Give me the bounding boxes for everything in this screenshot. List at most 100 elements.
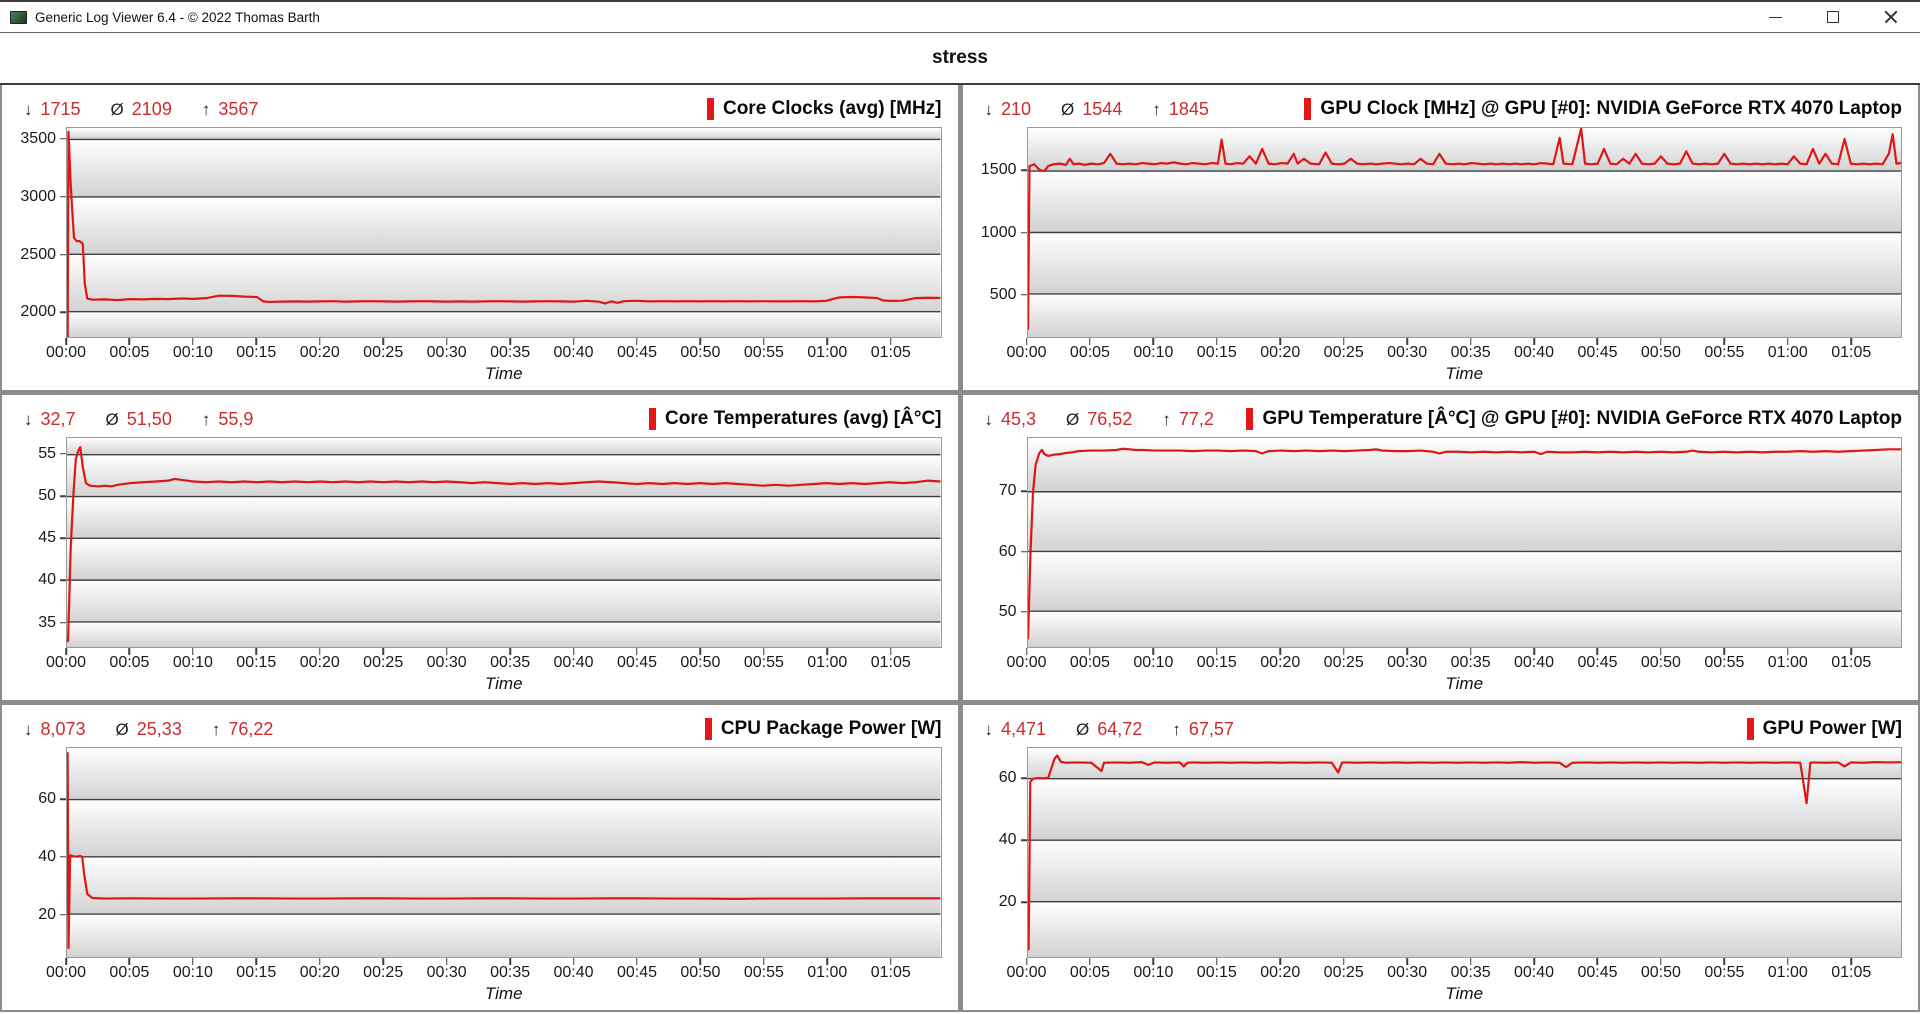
- page-title: stress: [932, 47, 988, 68]
- y-tick-label: 60: [38, 790, 56, 808]
- x-tick-mark: [1152, 958, 1155, 965]
- x-tick-mark: [1025, 648, 1028, 655]
- stat-min-value: 45,3: [1001, 408, 1037, 429]
- x-tick-label: 00:10: [1133, 964, 1174, 981]
- y-tick-label: 70: [998, 482, 1017, 500]
- window-titlebar[interactable]: Generic Log Viewer 6.4 - © 2022 Thomas B…: [0, 0, 1920, 33]
- stat-max: ↑ 1845: [1152, 99, 1209, 120]
- x-tick-mark: [1279, 648, 1282, 655]
- stat-avg: Ø 1544: [1061, 99, 1122, 120]
- x-tick-mark: [1596, 338, 1599, 345]
- chart-title-row: GPU Temperature [Â°C] @ GPU [#0]: NVIDIA…: [1246, 408, 1902, 430]
- x-tick-label: 01:00: [807, 964, 848, 981]
- min-arrow-icon: ↓: [24, 719, 33, 739]
- x-tick-mark: [1723, 338, 1726, 345]
- y-axis: 500 1000 1500: [975, 127, 1027, 338]
- chart-title: GPU Temperature [Â°C] @ GPU [#0]: NVIDIA…: [1262, 408, 1902, 429]
- x-tick-label: 01:00: [1767, 654, 1808, 671]
- y-tick-label: 2500: [20, 245, 56, 263]
- x-tick-label: 00:15: [236, 344, 277, 361]
- stats-row: ↓ 45,3 Ø 76,52 ↑ 77,2: [975, 409, 1214, 430]
- x-tick-label: 01:05: [1831, 654, 1872, 671]
- x-axis: 00:00 00:05 00:10 00:15 00:20 00:25 00:30 00:35…: [46, 958, 942, 984]
- x-axis: 00:00 00:05 00:10 00:15 00:20 00:25 00:30 00:35…: [46, 338, 942, 364]
- x-tick-mark: [1787, 338, 1789, 345]
- x-tick-label: 00:20: [1260, 654, 1301, 671]
- plot-row: 2000 2500 3000 3500: [14, 127, 942, 338]
- plot-area[interactable]: [1026, 127, 1902, 338]
- x-tick-label: 00:35: [490, 654, 531, 671]
- chart-title: Core Clocks (avg) [MHz]: [722, 98, 942, 119]
- x-tick-mark: [1089, 958, 1091, 965]
- stats-row: ↓ 210 Ø 1544 ↑ 1845: [975, 99, 1209, 120]
- maximize-button[interactable]: [1804, 2, 1862, 32]
- x-axis-label: Time: [484, 984, 523, 1003]
- x-tick-mark: [636, 338, 638, 345]
- stat-min-value: 1715: [40, 98, 81, 119]
- x-tick-label: 01:05: [1831, 964, 1872, 981]
- minimize-button[interactable]: [1746, 2, 1804, 32]
- window-controls: [1746, 2, 1920, 32]
- x-tick-mark: [445, 648, 448, 655]
- x-tick-label: 00:10: [172, 344, 213, 361]
- plot-area[interactable]: [1026, 437, 1902, 648]
- plot-area[interactable]: [66, 747, 942, 958]
- x-tick-mark: [1152, 338, 1155, 345]
- chart-title: GPU Clock [MHz] @ GPU [#0]: NVIDIA GeFor…: [1320, 98, 1902, 119]
- x-tick-label: 00:25: [1323, 964, 1364, 981]
- x-tick-label: 01:05: [870, 964, 911, 981]
- x-tick-label: 01:00: [1767, 964, 1808, 981]
- x-tick-label: 00:10: [172, 654, 213, 671]
- stat-min: ↓ 32,7: [24, 409, 76, 430]
- x-tick-label: 00:00: [45, 964, 87, 981]
- x-tick-mark: [128, 958, 131, 965]
- close-button[interactable]: [1862, 2, 1920, 32]
- y-tick-label: 60: [998, 769, 1017, 787]
- x-tick-mark: [1089, 648, 1091, 655]
- x-tick-mark: [636, 958, 638, 965]
- panel-cpu-power: ↓ 8,073 Ø 25,33 ↑ 76,22 CPU Package Powe…: [2, 705, 958, 1010]
- x-tick-label: 00:35: [1450, 344, 1491, 361]
- panel-gpu-temp: ↓ 45,3 Ø 76,52 ↑ 77,2 GPU Temperature [Â…: [962, 395, 1918, 700]
- stat-min-value: 210: [1001, 98, 1032, 119]
- x-axis-label: Time: [1445, 364, 1484, 383]
- x-tick-label: 00:50: [680, 344, 721, 361]
- x-tick-mark: [1406, 958, 1408, 965]
- x-tick-label: 00:45: [1577, 964, 1618, 981]
- x-tick-label: 00:35: [1450, 654, 1491, 671]
- plot-row: 500 1000 1500: [975, 127, 1902, 338]
- stat-avg: Ø 25,33: [116, 719, 182, 740]
- x-tick-label: 00:25: [1323, 344, 1364, 361]
- plot-area[interactable]: [66, 127, 942, 338]
- x-tick-label: 00:25: [363, 654, 404, 671]
- x-tick-label: 00:55: [743, 344, 784, 361]
- x-tick-mark: [763, 958, 765, 965]
- x-tick-mark: [1723, 648, 1726, 655]
- y-tick-mark: [1020, 293, 1027, 296]
- plot-row: 35 40 45 50 55: [14, 437, 942, 648]
- x-tick-label: 00:45: [1577, 654, 1618, 671]
- y-tick-label: 60: [998, 542, 1017, 560]
- plot-area[interactable]: [66, 437, 942, 648]
- plot-area[interactable]: [1026, 747, 1902, 958]
- x-tick-mark: [826, 958, 829, 965]
- x-tick-label: 00:10: [172, 964, 213, 981]
- x-tick-label: 00:30: [426, 344, 467, 361]
- stat-avg: Ø 76,52: [1066, 409, 1132, 430]
- chart-title-row: GPU Power [W]: [1746, 718, 1902, 740]
- x-tick-label: 00:05: [1069, 344, 1110, 361]
- avg-symbol-icon: Ø: [1061, 99, 1075, 119]
- x-tick-label: 00:50: [1640, 344, 1681, 361]
- x-axis: 00:00 00:05 00:10 00:15 00:20 00:25 00:30 00:35…: [46, 648, 942, 674]
- series-color-marker: [706, 98, 714, 120]
- x-tick-label: 00:15: [236, 964, 277, 981]
- chart-svg: [67, 748, 941, 957]
- x-tick-mark: [319, 958, 321, 965]
- max-arrow-icon: ↑: [1172, 719, 1181, 739]
- chart-svg: [1027, 128, 1901, 337]
- x-tick-mark: [889, 958, 892, 965]
- x-tick-mark: [1342, 958, 1345, 965]
- y-tick-mark: [60, 453, 66, 455]
- x-tick-label: 00:20: [299, 964, 340, 981]
- x-tick-label: 00:55: [1704, 964, 1745, 981]
